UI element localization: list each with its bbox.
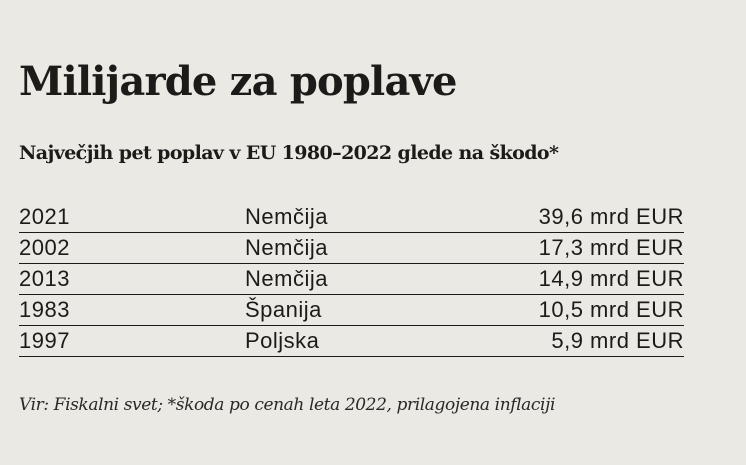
source-note: Vir: Fiskalni svet; *škoda po cenah leta… — [19, 395, 555, 415]
damage-cell: 39,6 mrd EUR — [538, 204, 684, 229]
country-cell: Nemčija — [245, 235, 328, 260]
country-cell: Poljska — [245, 328, 320, 353]
country-cell: Španija — [245, 297, 322, 322]
flood-damage-table: 2021 Nemčija 39,6 mrd EUR 2002 Nemčija 1… — [19, 202, 684, 357]
chart-subtitle: Največjih pet poplav v EU 1980–2022 gled… — [19, 142, 559, 164]
year-cell: 1997 — [19, 328, 70, 353]
damage-cell: 5,9 mrd EUR — [551, 328, 684, 353]
country-cell: Nemčija — [245, 266, 328, 291]
damage-cell: 14,9 mrd EUR — [538, 266, 684, 291]
table-row: 2021 Nemčija 39,6 mrd EUR — [19, 202, 684, 233]
chart-title: Milijarde za poplave — [19, 58, 457, 105]
table-row: 2002 Nemčija 17,3 mrd EUR — [19, 233, 684, 264]
damage-cell: 17,3 mrd EUR — [538, 235, 684, 260]
year-cell: 2013 — [19, 266, 70, 291]
damage-cell: 10,5 mrd EUR — [538, 297, 684, 322]
country-cell: Nemčija — [245, 204, 328, 229]
year-cell: 1983 — [19, 297, 70, 322]
table-row: 1983 Španija 10,5 mrd EUR — [19, 295, 684, 326]
table-row: 1997 Poljska 5,9 mrd EUR — [19, 326, 684, 357]
year-cell: 2021 — [19, 204, 70, 229]
table-row: 2013 Nemčija 14,9 mrd EUR — [19, 264, 684, 295]
year-cell: 2002 — [19, 235, 70, 260]
